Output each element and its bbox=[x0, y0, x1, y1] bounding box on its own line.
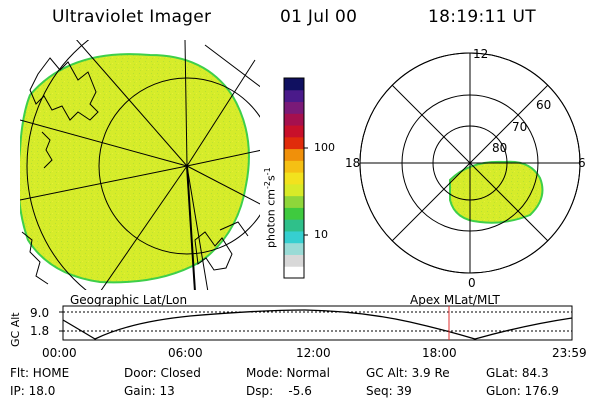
time-tick-1200: 12:00 bbox=[296, 346, 331, 360]
colorbar-segment bbox=[284, 101, 304, 114]
coastline bbox=[41, 131, 53, 169]
mlt-label-6: 6 bbox=[578, 156, 586, 170]
coastline bbox=[194, 231, 233, 271]
ip-value: IP: 18.0 bbox=[10, 384, 56, 398]
polar-panel-label: Apex MLat/MLT bbox=[410, 293, 500, 307]
alt-tick-label-max: 9.0 bbox=[30, 306, 50, 320]
altitude-curve bbox=[62, 309, 573, 340]
alt-tick-label-min: 1.8 bbox=[30, 324, 50, 338]
mlt-label-0: 0 bbox=[468, 276, 476, 290]
colorbar-border bbox=[283, 77, 305, 279]
sequence-number: Seq: 39 bbox=[366, 384, 412, 398]
colorbar-segment bbox=[284, 207, 304, 220]
colorbar-segment bbox=[284, 230, 304, 244]
colorbar-segment bbox=[284, 242, 304, 255]
colorbar-label-10: 10 bbox=[314, 228, 328, 241]
colorbar-segment bbox=[284, 254, 304, 267]
time-tick-2359: 23:59 bbox=[552, 346, 587, 360]
coastline bbox=[219, 221, 249, 237]
mlat-label-60: 60 bbox=[536, 98, 552, 112]
mode-status: Mode: Normal bbox=[246, 366, 330, 380]
colorbar-segment bbox=[284, 195, 304, 208]
colorbar-segment bbox=[284, 148, 304, 161]
colorbar-segment bbox=[284, 172, 304, 185]
mlt-label-18: 18 bbox=[345, 156, 361, 170]
colorbar-segment bbox=[284, 160, 304, 173]
colorbar-segment bbox=[284, 266, 304, 279]
time-tick-0600: 06:00 bbox=[168, 346, 203, 360]
coastline bbox=[21, 231, 49, 285]
coastline bbox=[29, 57, 99, 121]
instrument-title: Ultraviolet Imager bbox=[52, 7, 212, 27]
colorbar-segment bbox=[284, 125, 304, 138]
door-status: Door: Closed bbox=[124, 366, 201, 380]
colorbar-segment bbox=[284, 89, 304, 103]
observation-date: 01 Jul 00 bbox=[280, 7, 358, 27]
geo-latitude: GLat: 84.3 bbox=[486, 366, 549, 380]
flight-info: Flt: HOME bbox=[10, 366, 70, 380]
colorbar-segment bbox=[284, 78, 304, 91]
observation-time: 18:19:11 UT bbox=[428, 7, 536, 27]
geo-longitude: GLon: 176.9 bbox=[486, 384, 559, 398]
colorbar-label-100: 100 bbox=[314, 141, 335, 154]
gain-value: Gain: 13 bbox=[124, 384, 175, 398]
colorbar bbox=[283, 77, 305, 279]
colorbar-segment bbox=[284, 113, 304, 126]
colorbar-segment bbox=[284, 183, 304, 197]
colorbar-segment bbox=[284, 136, 304, 150]
gc-altitude: GC Alt: 3.9 Re bbox=[366, 366, 450, 380]
mlat-label-80: 80 bbox=[492, 141, 508, 155]
time-tick-1800: 18:00 bbox=[422, 346, 457, 360]
colorbar-segment bbox=[284, 219, 304, 232]
time-tick-0000: 00:00 bbox=[42, 346, 77, 360]
mlt-label-12: 12 bbox=[473, 47, 489, 61]
mlat-label-70: 70 bbox=[512, 120, 528, 134]
geo-panel-label: Geographic Lat/Lon bbox=[70, 293, 188, 307]
dsp-value: Dsp: -5.6 bbox=[246, 384, 312, 398]
auroral-oval bbox=[449, 160, 544, 224]
